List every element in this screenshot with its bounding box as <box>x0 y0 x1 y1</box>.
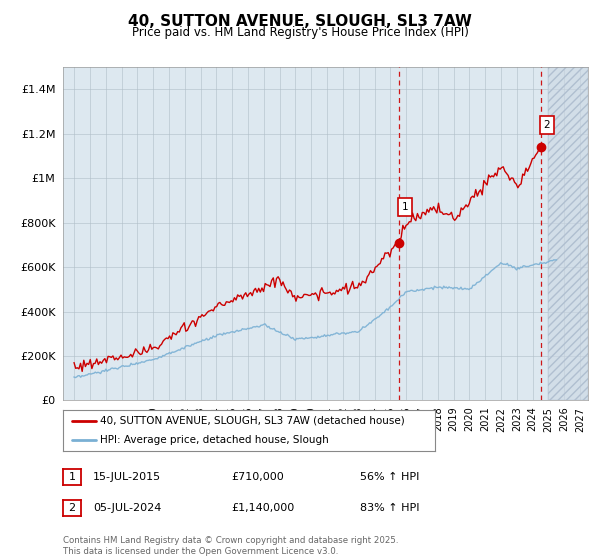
Text: £710,000: £710,000 <box>231 472 284 482</box>
Text: 40, SUTTON AVENUE, SLOUGH, SL3 7AW: 40, SUTTON AVENUE, SLOUGH, SL3 7AW <box>128 14 472 29</box>
Text: HPI: Average price, detached house, Slough: HPI: Average price, detached house, Slou… <box>100 435 329 445</box>
Text: 40, SUTTON AVENUE, SLOUGH, SL3 7AW (detached house): 40, SUTTON AVENUE, SLOUGH, SL3 7AW (deta… <box>100 416 405 426</box>
Text: 05-JUL-2024: 05-JUL-2024 <box>93 503 161 513</box>
Text: 2: 2 <box>544 120 550 130</box>
Text: 56% ↑ HPI: 56% ↑ HPI <box>360 472 419 482</box>
Text: Price paid vs. HM Land Registry's House Price Index (HPI): Price paid vs. HM Land Registry's House … <box>131 26 469 39</box>
Text: 2: 2 <box>68 503 76 513</box>
Text: 1: 1 <box>68 472 76 482</box>
Text: 15-JUL-2015: 15-JUL-2015 <box>93 472 161 482</box>
Bar <box>548 67 588 400</box>
Text: 1: 1 <box>402 202 409 212</box>
Bar <box>548 67 588 400</box>
Text: 83% ↑ HPI: 83% ↑ HPI <box>360 503 419 513</box>
Text: £1,140,000: £1,140,000 <box>231 503 294 513</box>
Text: Contains HM Land Registry data © Crown copyright and database right 2025.
This d: Contains HM Land Registry data © Crown c… <box>63 536 398 556</box>
